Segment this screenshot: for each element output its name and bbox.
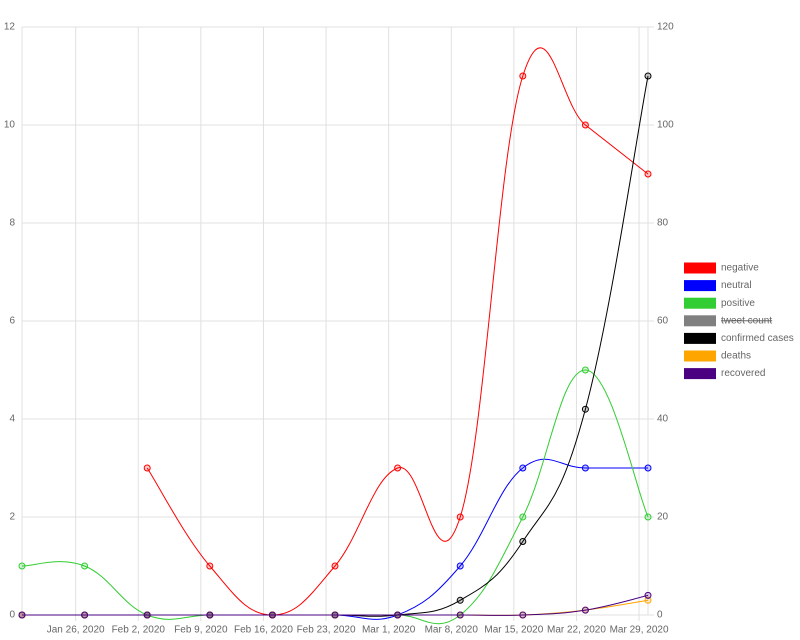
legend-swatch[interactable] <box>684 368 716 380</box>
data-point <box>644 170 652 178</box>
data-point <box>581 366 589 374</box>
data-point <box>394 611 402 619</box>
y2-tick-label: 100 <box>657 120 674 131</box>
data-point <box>644 591 652 599</box>
x-tick-label: Mar 1, 2020 <box>362 625 416 636</box>
data-point <box>456 562 464 570</box>
data-point <box>143 464 151 472</box>
data-point <box>456 611 464 619</box>
data-point <box>18 562 26 570</box>
y-tick-label: 8 <box>9 218 15 229</box>
data-point <box>644 596 652 604</box>
y2-tick-label: 60 <box>657 316 669 327</box>
data-point <box>581 405 589 413</box>
y-tick-label: 10 <box>4 120 16 131</box>
series-line <box>21 75 649 617</box>
x-tick-label: Mar 8, 2020 <box>425 625 479 636</box>
data-point <box>519 513 527 521</box>
data-point <box>519 611 527 619</box>
data-point <box>268 611 276 619</box>
series-line <box>21 594 649 616</box>
data-point <box>81 562 89 570</box>
x-tick-label: Feb 23, 2020 <box>297 625 356 636</box>
legend-swatch[interactable] <box>684 262 716 274</box>
data-point <box>519 538 527 545</box>
y-tick-label: 2 <box>9 512 15 523</box>
data-point <box>581 121 589 129</box>
data-point <box>644 464 652 472</box>
x-tick-label: Jan 26, 2020 <box>47 625 105 636</box>
data-point <box>581 606 589 614</box>
y-tick-label: 6 <box>9 316 15 327</box>
legend-swatch[interactable] <box>684 315 716 327</box>
data-point <box>394 464 402 472</box>
data-point <box>581 464 589 472</box>
y2-tick-label: 0 <box>657 610 663 621</box>
legend-label[interactable]: negative <box>721 263 759 274</box>
x-tick-label: Feb 9, 2020 <box>174 625 228 636</box>
data-point <box>331 562 339 570</box>
legend-label[interactable]: confirmed cases <box>721 333 794 344</box>
legend-swatch[interactable] <box>684 297 716 309</box>
legend-label[interactable]: deaths <box>721 351 751 362</box>
data-point <box>644 72 652 80</box>
legend-label[interactable]: positive <box>721 298 755 309</box>
y2-tick-label: 80 <box>657 218 669 229</box>
data-point <box>18 611 26 619</box>
y2-tick-label: 40 <box>657 414 669 425</box>
y-tick-label: 0 <box>9 610 15 621</box>
legend-swatch[interactable] <box>684 280 716 292</box>
series-line <box>147 458 648 620</box>
x-tick-label: Mar 22, 2020 <box>547 625 606 636</box>
legend-label[interactable]: tweet count <box>721 315 772 326</box>
legend-swatch[interactable] <box>684 332 716 344</box>
series-line <box>21 369 649 625</box>
legend-swatch[interactable] <box>684 350 716 362</box>
x-tick-label: Feb 2, 2020 <box>112 625 166 636</box>
x-tick-label: Mar 15, 2020 <box>484 625 543 636</box>
data-point <box>81 611 89 619</box>
legend-label[interactable]: recovered <box>721 368 765 379</box>
y-tick-label: 4 <box>9 414 15 425</box>
data-point <box>519 464 527 472</box>
y-tick-label: 12 <box>4 22 16 33</box>
series-line <box>146 47 649 616</box>
y2-tick-label: 120 <box>657 22 674 33</box>
data-point <box>206 611 214 619</box>
data-point <box>143 611 151 619</box>
y2-tick-label: 20 <box>657 512 669 523</box>
data-point <box>206 562 214 570</box>
data-point <box>644 513 652 521</box>
data-point <box>519 72 527 80</box>
x-tick-label: Feb 16, 2020 <box>234 625 293 636</box>
data-point <box>456 596 464 604</box>
legend-label[interactable]: neutral <box>721 280 752 291</box>
data-point <box>456 513 464 521</box>
data-point <box>331 611 339 619</box>
x-tick-label: Mar 29, 2020 <box>610 625 669 636</box>
